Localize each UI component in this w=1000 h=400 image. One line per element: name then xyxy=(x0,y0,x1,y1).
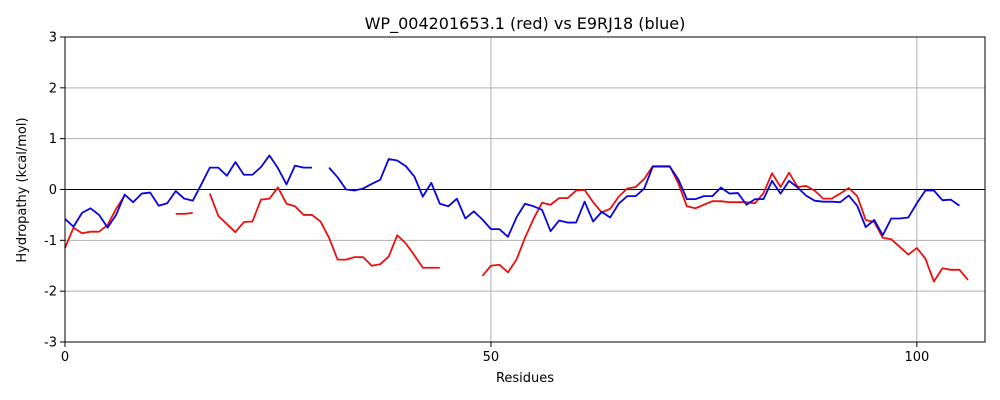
y-axis-label: Hydropathy (kcal/mol) xyxy=(15,117,30,262)
chart-title: WP_004201653.1 (red) vs E9RJ18 (blue) xyxy=(365,14,686,34)
x-axis-ticks: 0 50 100 xyxy=(61,342,929,365)
series-line-segment xyxy=(328,158,960,238)
y-tick-label: 1 xyxy=(49,132,57,147)
x-tick-label: 0 xyxy=(61,350,69,365)
series-1 xyxy=(64,154,960,238)
y-tick-label: 2 xyxy=(49,81,57,96)
data-series xyxy=(64,154,969,283)
series-0 xyxy=(64,165,969,283)
x-tick-label: 100 xyxy=(904,350,929,365)
y-tick-label: -1 xyxy=(44,234,57,249)
y-tick-label: -2 xyxy=(44,285,57,300)
series-line-segment xyxy=(175,211,193,215)
y-tick-label: 3 xyxy=(49,31,57,46)
series-line-segment xyxy=(208,186,440,269)
x-axis-label: Residues xyxy=(496,371,554,386)
y-tick-label: -3 xyxy=(44,336,57,351)
series-line-segment xyxy=(481,165,969,283)
x-tick-label: 50 xyxy=(483,350,500,365)
series-line-segment xyxy=(64,154,313,229)
y-axis-ticks: -3 -2 -1 0 1 2 3 xyxy=(44,31,65,351)
y-tick-label: 0 xyxy=(49,183,57,198)
series-line-segment xyxy=(64,195,126,249)
